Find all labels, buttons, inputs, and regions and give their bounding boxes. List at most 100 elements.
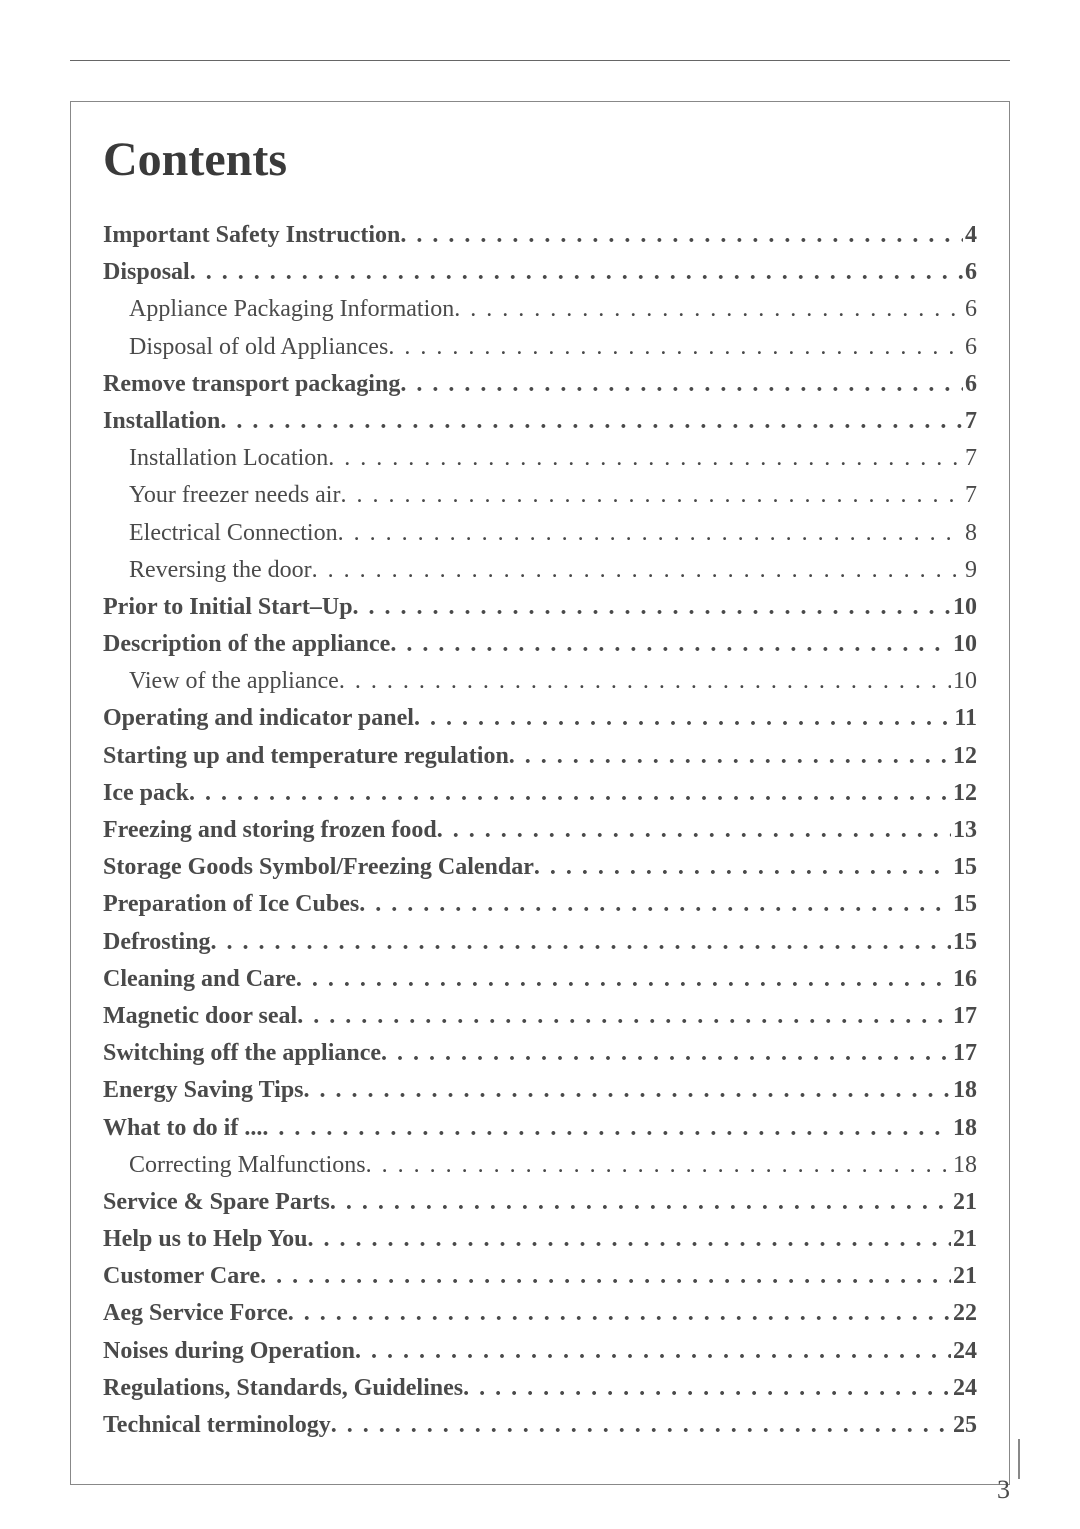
- margin-tick: [1018, 1439, 1020, 1479]
- toc-leader-dots: [414, 700, 952, 737]
- toc-page-number: 10: [951, 663, 977, 700]
- toc-leader-dots: [211, 924, 951, 961]
- toc-row: Regulations, Standards, Guidelines 24: [103, 1370, 977, 1407]
- toc-label: Magnetic door seal: [103, 998, 297, 1035]
- toc-leader-dots: [288, 1295, 951, 1332]
- toc-leader-dots: [312, 552, 963, 589]
- toc-label: Installation: [103, 403, 220, 440]
- toc-row: Electrical Connection8: [103, 515, 977, 552]
- toc-page-number: 7: [963, 477, 977, 514]
- toc-page-number: 4: [963, 217, 977, 254]
- toc-label: Cleaning and Care: [103, 961, 296, 998]
- toc-page-number: 7: [963, 440, 977, 477]
- toc-page-number: 22: [951, 1295, 977, 1332]
- toc-label: Important Safety Instruction: [103, 217, 400, 254]
- toc-leader-dots: [260, 1258, 951, 1295]
- toc-label: Noises during Operation: [103, 1333, 355, 1370]
- toc-row: Your freezer needs air 7: [103, 477, 977, 514]
- toc-row: Energy Saving Tips 18: [103, 1072, 977, 1109]
- toc-page-number: 11: [952, 700, 977, 737]
- toc-leader-dots: [304, 1072, 951, 1109]
- toc-leader-dots: [189, 775, 951, 812]
- toc-page-number: 18: [951, 1072, 977, 1109]
- toc-page-number: 15: [951, 849, 977, 886]
- toc-page-number: 21: [951, 1258, 977, 1295]
- toc-leader-dots: [307, 1221, 951, 1258]
- toc-page-number: 17: [951, 998, 977, 1035]
- toc-page-number: 21: [951, 1221, 977, 1258]
- toc-label: Description of the appliance: [103, 626, 390, 663]
- toc-page-number: 6: [963, 291, 977, 328]
- toc-page-number: 24: [951, 1370, 977, 1407]
- top-rule: [70, 60, 1010, 61]
- toc-leader-dots: [381, 1035, 951, 1072]
- toc-leader-dots: [437, 812, 951, 849]
- toc-leader-dots: [296, 961, 951, 998]
- toc-page-number: 7: [963, 403, 977, 440]
- contents-box: Contents Important Safety Instruction4Di…: [70, 101, 1010, 1485]
- toc-label: Defrosting: [103, 924, 211, 961]
- toc-label: View of the appliance: [129, 663, 339, 700]
- toc-row: Ice pack 12: [103, 775, 977, 812]
- toc-leader-dots: [366, 1147, 951, 1184]
- toc-page-number: 16: [951, 961, 977, 998]
- toc-label: Reversing the door: [129, 552, 312, 589]
- toc-row: Technical terminology25: [103, 1407, 977, 1444]
- toc-page-number: 15: [951, 886, 977, 923]
- toc-page-number: 12: [951, 775, 977, 812]
- page-number: 3: [997, 1475, 1010, 1505]
- table-of-contents: Important Safety Instruction4Disposal6Ap…: [103, 217, 977, 1444]
- toc-row: Noises during Operation24: [103, 1333, 977, 1370]
- toc-label: What to do if ...: [103, 1110, 262, 1147]
- toc-page-number: 18: [951, 1110, 977, 1147]
- toc-label: Energy Saving Tips: [103, 1072, 304, 1109]
- toc-leader-dots: [388, 329, 963, 366]
- toc-leader-dots: [534, 849, 951, 886]
- toc-leader-dots: [328, 440, 963, 477]
- toc-row: Disposal6: [103, 254, 977, 291]
- toc-label: Customer Care: [103, 1258, 260, 1295]
- toc-label: Electrical Connection: [129, 515, 338, 552]
- toc-row: Defrosting 15: [103, 924, 977, 961]
- toc-leader-dots: [353, 589, 951, 626]
- toc-leader-dots: [338, 515, 963, 552]
- toc-label: Disposal: [103, 254, 190, 291]
- toc-row: Disposal of old Appliances6: [103, 329, 977, 366]
- toc-leader-dots: [355, 1333, 951, 1370]
- toc-page-number: 10: [951, 626, 977, 663]
- toc-label: Technical terminology: [103, 1407, 331, 1444]
- toc-label: Prior to Initial Start–Up: [103, 589, 353, 626]
- toc-label: Freezing and storing frozen food: [103, 812, 437, 849]
- toc-page-number: 15: [951, 924, 977, 961]
- toc-row: Starting up and temperature regulation12: [103, 738, 977, 775]
- page-title: Contents: [103, 132, 977, 187]
- toc-label: Your freezer needs air: [129, 477, 340, 514]
- toc-row: Important Safety Instruction 4: [103, 217, 977, 254]
- toc-leader-dots: [390, 626, 951, 663]
- toc-label: Regulations, Standards, Guidelines: [103, 1370, 463, 1407]
- toc-row: Aeg Service Force 22: [103, 1295, 977, 1332]
- toc-row: Service & Spare Parts21: [103, 1184, 977, 1221]
- toc-label: Starting up and temperature regulation: [103, 738, 509, 775]
- toc-leader-dots: [359, 886, 951, 923]
- toc-label: Disposal of old Appliances: [129, 329, 388, 366]
- toc-page-number: 9: [963, 552, 977, 589]
- toc-label: Installation Location: [129, 440, 328, 477]
- toc-row: Correcting Malfunctions18: [103, 1147, 977, 1184]
- toc-row: Switching off the appliance17: [103, 1035, 977, 1072]
- toc-row: Cleaning and Care 16: [103, 961, 977, 998]
- toc-page-number: 17: [951, 1035, 977, 1072]
- toc-label: Aeg Service Force: [103, 1295, 288, 1332]
- toc-page-number: 18: [951, 1147, 977, 1184]
- toc-row: Installation Location 7: [103, 440, 977, 477]
- toc-row: View of the appliance 10: [103, 663, 977, 700]
- toc-row: Installation 7: [103, 403, 977, 440]
- toc-leader-dots: [331, 1407, 951, 1444]
- toc-leader-dots: [330, 1184, 951, 1221]
- toc-label: Remove transport packaging: [103, 366, 400, 403]
- toc-label: Ice pack: [103, 775, 189, 812]
- toc-leader-dots: [190, 254, 963, 291]
- toc-row: Appliance Packaging Information 6: [103, 291, 977, 328]
- toc-row: Freezing and storing frozen food13: [103, 812, 977, 849]
- toc-label: Appliance Packaging Information: [129, 291, 454, 328]
